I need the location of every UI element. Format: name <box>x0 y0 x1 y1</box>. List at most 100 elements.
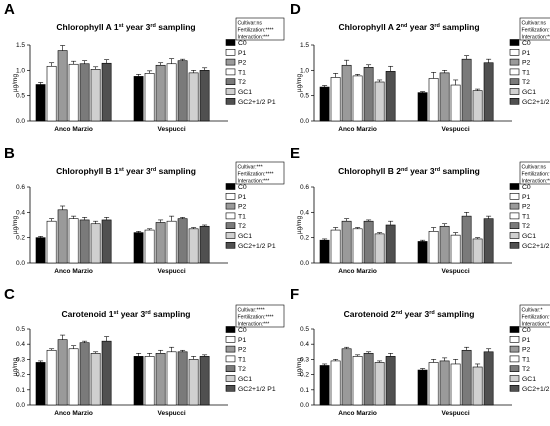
y-tick-label: 0.3 <box>16 356 25 363</box>
stats-line: Interaction:*** <box>238 322 270 328</box>
bar-p1 <box>46 349 57 406</box>
bar-p2 <box>341 64 352 122</box>
legend-swatch <box>509 183 520 190</box>
bar-gc2-1-2-p1 <box>385 224 396 264</box>
legend-swatch <box>509 48 520 56</box>
legend-swatch <box>509 222 520 229</box>
x-category-label: Vespucci <box>442 268 470 275</box>
legend-label: GC1 <box>522 233 536 240</box>
y-tick-label: 0.4 <box>300 209 309 216</box>
chart-title: Chlorophyll A 1st year 3rd sampling <box>56 22 195 32</box>
bar-p2 <box>155 64 166 122</box>
bar-p2 <box>341 348 352 406</box>
bar-t2 <box>363 66 374 122</box>
y-tick-label: 0.4 <box>16 209 25 216</box>
legend-swatch <box>509 242 520 249</box>
stats-box-frame <box>519 304 550 328</box>
bar-c0 <box>35 84 46 122</box>
stats-box-frame <box>519 17 550 41</box>
bar-p1 <box>428 362 439 406</box>
bar-gc1 <box>188 359 199 406</box>
legend-swatch <box>509 78 520 85</box>
x-category-label: Anco Marzio <box>338 410 377 417</box>
legend-label: GC2+1/2 P1 <box>238 99 276 106</box>
stats-line: Interaction:** <box>522 35 550 41</box>
y-axis-label: µg/mg <box>296 358 303 377</box>
stats-box-frame <box>235 161 285 185</box>
legend-label: C0 <box>238 327 247 334</box>
bar-t2 <box>461 215 472 264</box>
bar-p2 <box>439 72 450 122</box>
bar-t1 <box>68 348 79 406</box>
legend-label: C0 <box>238 40 247 47</box>
legend-swatch <box>225 39 236 46</box>
y-tick-label: 0.1 <box>300 387 309 394</box>
bar-t1 <box>450 84 461 122</box>
x-category-label: Vespucci <box>442 410 470 417</box>
bar-t2 <box>177 351 188 406</box>
legend-label: GC1 <box>238 89 252 96</box>
legend-label: P1 <box>522 50 531 57</box>
bar-gc2-1-2-p1 <box>483 351 494 406</box>
legend-swatch <box>509 345 520 353</box>
legend-swatch <box>225 183 236 190</box>
legend-label: T1 <box>522 356 530 363</box>
stats-box: Cultivar:nsFertilization:****Interaction… <box>519 17 550 41</box>
stats-line: Interaction:** <box>522 179 550 185</box>
bar-t2 <box>461 349 472 406</box>
y-axis-label: µg/mg <box>296 74 303 93</box>
bar-c0 <box>417 241 428 264</box>
legend-swatch <box>509 365 520 373</box>
y-axis-label: µg/mg <box>12 216 19 235</box>
y-tick-label: 0.6 <box>300 184 309 191</box>
chart-title: Chlorophyll B 2nd year 3rd sampling <box>338 166 480 176</box>
y-tick-label: 0.0 <box>300 260 309 267</box>
stats-line: Interaction:*** <box>238 35 270 41</box>
legend-label: C0 <box>522 327 531 334</box>
stats-box: Cultivar:***Fertilization:****Interactio… <box>235 161 285 185</box>
x-category-label: Anco Marzio <box>54 410 93 417</box>
y-tick-label: 0.5 <box>300 326 309 333</box>
legend-label: GC1 <box>238 233 252 240</box>
legend-swatch <box>509 202 520 210</box>
legend-swatch <box>225 232 236 239</box>
bar-c0 <box>319 239 330 264</box>
bar-t1 <box>352 228 363 264</box>
bar-t2 <box>79 342 90 406</box>
bar-t1 <box>166 220 177 264</box>
stats-line: Fertilization:**** <box>522 315 550 321</box>
legend-label: GC2+1/2 P1 <box>238 386 276 393</box>
bar-t1 <box>68 63 79 122</box>
stats-line: Interaction:*** <box>238 179 270 185</box>
legend-swatch <box>225 365 236 373</box>
stats-box: Cultivar:nsFertilization:****Interaction… <box>235 17 285 41</box>
legend-label: P2 <box>522 204 531 211</box>
bar-gc2-1-2-p1 <box>483 62 494 122</box>
stats-line: Fertilization:**** <box>522 172 550 178</box>
legend-swatch <box>225 78 236 85</box>
bar-p2 <box>439 360 450 406</box>
x-category-label: Anco Marzio <box>54 268 93 275</box>
stats-box: Cultivar:*Fertilization:****Interaction:… <box>519 304 550 328</box>
x-category-label: Anco Marzio <box>338 268 377 275</box>
legend-label: P1 <box>238 50 247 57</box>
chart-panel-b: B Chlorophyll B 1st year 3rd sampling Cult… <box>4 145 285 275</box>
panel-letter: B <box>4 145 15 162</box>
bar-t2 <box>177 218 188 264</box>
legend-label: GC2+1/2 P1 <box>522 243 550 250</box>
legend-label: T1 <box>522 213 530 220</box>
stats-box: Cultivar:****Fertilization:****Interacti… <box>235 304 285 328</box>
bar-p1 <box>46 220 57 264</box>
y-tick-label: 0.2 <box>300 372 309 379</box>
y-tick-label: 0.2 <box>300 235 309 242</box>
legend-label: T2 <box>238 79 246 86</box>
bar-p2 <box>341 220 352 264</box>
legend-swatch <box>225 68 236 76</box>
bar-gc1 <box>90 223 101 264</box>
chart-title: Carotenoid 1st year 3rd sampling <box>62 309 191 319</box>
legend-label: P1 <box>238 337 247 344</box>
bar-gc1 <box>374 233 385 264</box>
bar-gc2-1-2-p1 <box>101 62 112 122</box>
bar-c0 <box>417 369 428 406</box>
chart-title: Chlorophyll B 1st year 3rd sampling <box>56 166 196 176</box>
